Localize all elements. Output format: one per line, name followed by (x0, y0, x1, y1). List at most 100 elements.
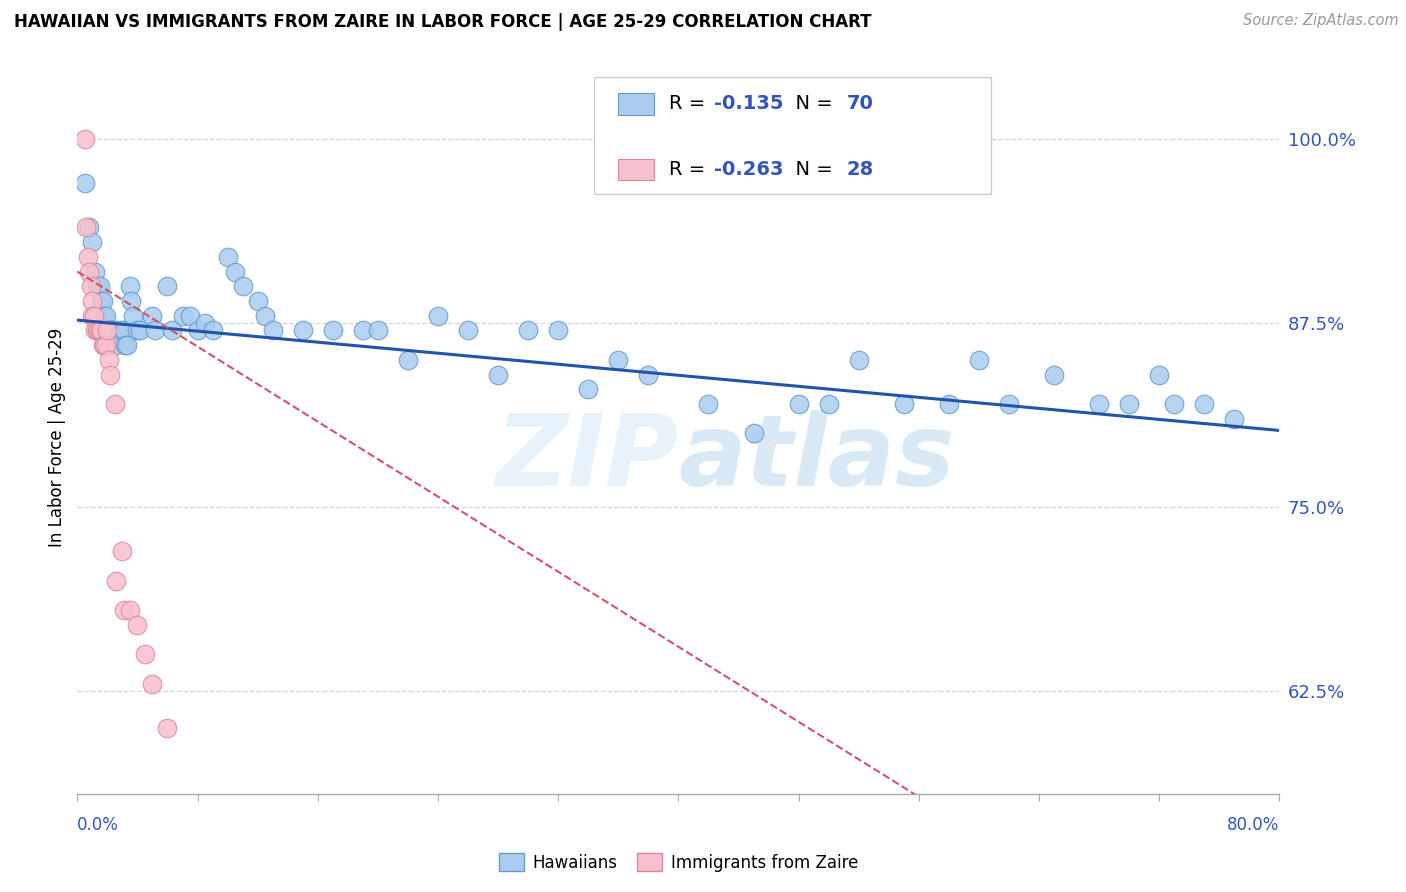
Text: atlas: atlas (679, 410, 955, 507)
Point (91, 338, 114, 352)
Point (1088, 397, 1111, 411)
Point (246, 293, 269, 308)
Point (224, 264, 246, 278)
Point (134, 647, 156, 661)
Text: HAWAIIAN VS IMMIGRANTS FROM ZAIRE IN LABOR FORCE | AGE 25-29 CORRELATION CHART: HAWAIIAN VS IMMIGRANTS FROM ZAIRE IN LAB… (14, 13, 872, 31)
Point (112, 323, 135, 337)
Point (79, 220, 101, 235)
Point (105, 338, 128, 352)
Text: 28: 28 (846, 160, 875, 179)
Point (87, 323, 110, 337)
Point (156, 279, 179, 293)
FancyBboxPatch shape (595, 77, 991, 194)
Point (79, 264, 101, 278)
Point (1118, 397, 1140, 411)
Point (112, 603, 135, 617)
Point (576, 382, 599, 396)
Point (396, 352, 419, 367)
Point (145, 323, 167, 337)
Point (427, 309, 450, 323)
Point (1223, 411, 1246, 425)
Text: 80.0%: 80.0% (1227, 816, 1279, 834)
Point (82, 293, 104, 308)
Point (938, 397, 960, 411)
Text: -0.263: -0.263 (714, 160, 785, 179)
Point (96, 323, 118, 337)
Point (100, 368, 122, 382)
Point (517, 323, 540, 337)
Text: R =: R = (669, 95, 711, 113)
Point (998, 397, 1021, 411)
Point (104, 323, 127, 337)
Point (118, 603, 141, 617)
Point (232, 279, 254, 293)
Point (201, 323, 224, 337)
Point (103, 323, 125, 337)
Point (129, 323, 152, 337)
Point (697, 397, 720, 411)
Point (186, 323, 209, 337)
Point (97, 352, 120, 367)
Point (111, 544, 134, 558)
Point (73, 132, 96, 146)
Point (96, 323, 118, 337)
Point (76, 250, 98, 264)
Point (86, 279, 108, 293)
Point (637, 368, 659, 382)
Legend: Hawaiians, Immigrants from Zaire: Hawaiians, Immigrants from Zaire (492, 847, 865, 879)
Y-axis label: In Labor Force | Age 25-29: In Labor Force | Age 25-29 (48, 327, 66, 547)
Point (94, 338, 117, 352)
Point (86, 323, 108, 337)
Point (893, 397, 915, 411)
Point (367, 323, 389, 337)
Bar (619, 93, 654, 114)
Bar (619, 159, 654, 180)
Point (105, 574, 128, 588)
Point (160, 323, 183, 337)
Point (90, 323, 112, 337)
Point (486, 368, 509, 382)
Point (73, 176, 96, 190)
Point (607, 352, 630, 367)
Point (100, 323, 122, 337)
Point (122, 309, 145, 323)
Point (82, 235, 104, 249)
Point (179, 309, 201, 323)
Point (89, 323, 111, 337)
Point (115, 338, 138, 352)
Point (352, 323, 374, 337)
Point (156, 721, 179, 735)
Text: ZIP: ZIP (495, 410, 679, 507)
Point (84, 323, 107, 337)
Point (1043, 368, 1066, 382)
Point (1163, 397, 1185, 411)
Text: 70: 70 (846, 95, 873, 113)
Point (127, 617, 149, 632)
Point (547, 323, 569, 337)
Text: -0.135: -0.135 (714, 95, 785, 113)
Point (254, 309, 277, 323)
Point (217, 250, 239, 264)
Point (141, 676, 163, 690)
Point (93, 338, 115, 352)
Point (291, 323, 314, 337)
Point (111, 323, 134, 337)
Point (84, 264, 107, 278)
Text: Source: ZipAtlas.com: Source: ZipAtlas.com (1243, 13, 1399, 29)
Point (1194, 397, 1216, 411)
Point (97, 323, 120, 337)
Point (457, 323, 479, 337)
Point (262, 323, 284, 337)
Text: R =: R = (669, 160, 711, 179)
Point (848, 352, 870, 367)
Point (194, 316, 217, 330)
Point (104, 397, 127, 411)
Point (1149, 368, 1171, 382)
Point (94, 309, 117, 323)
Point (817, 397, 839, 411)
Point (322, 323, 344, 337)
Point (75, 220, 97, 235)
Text: N =: N = (783, 95, 839, 113)
Point (114, 338, 136, 352)
Point (80, 279, 103, 293)
